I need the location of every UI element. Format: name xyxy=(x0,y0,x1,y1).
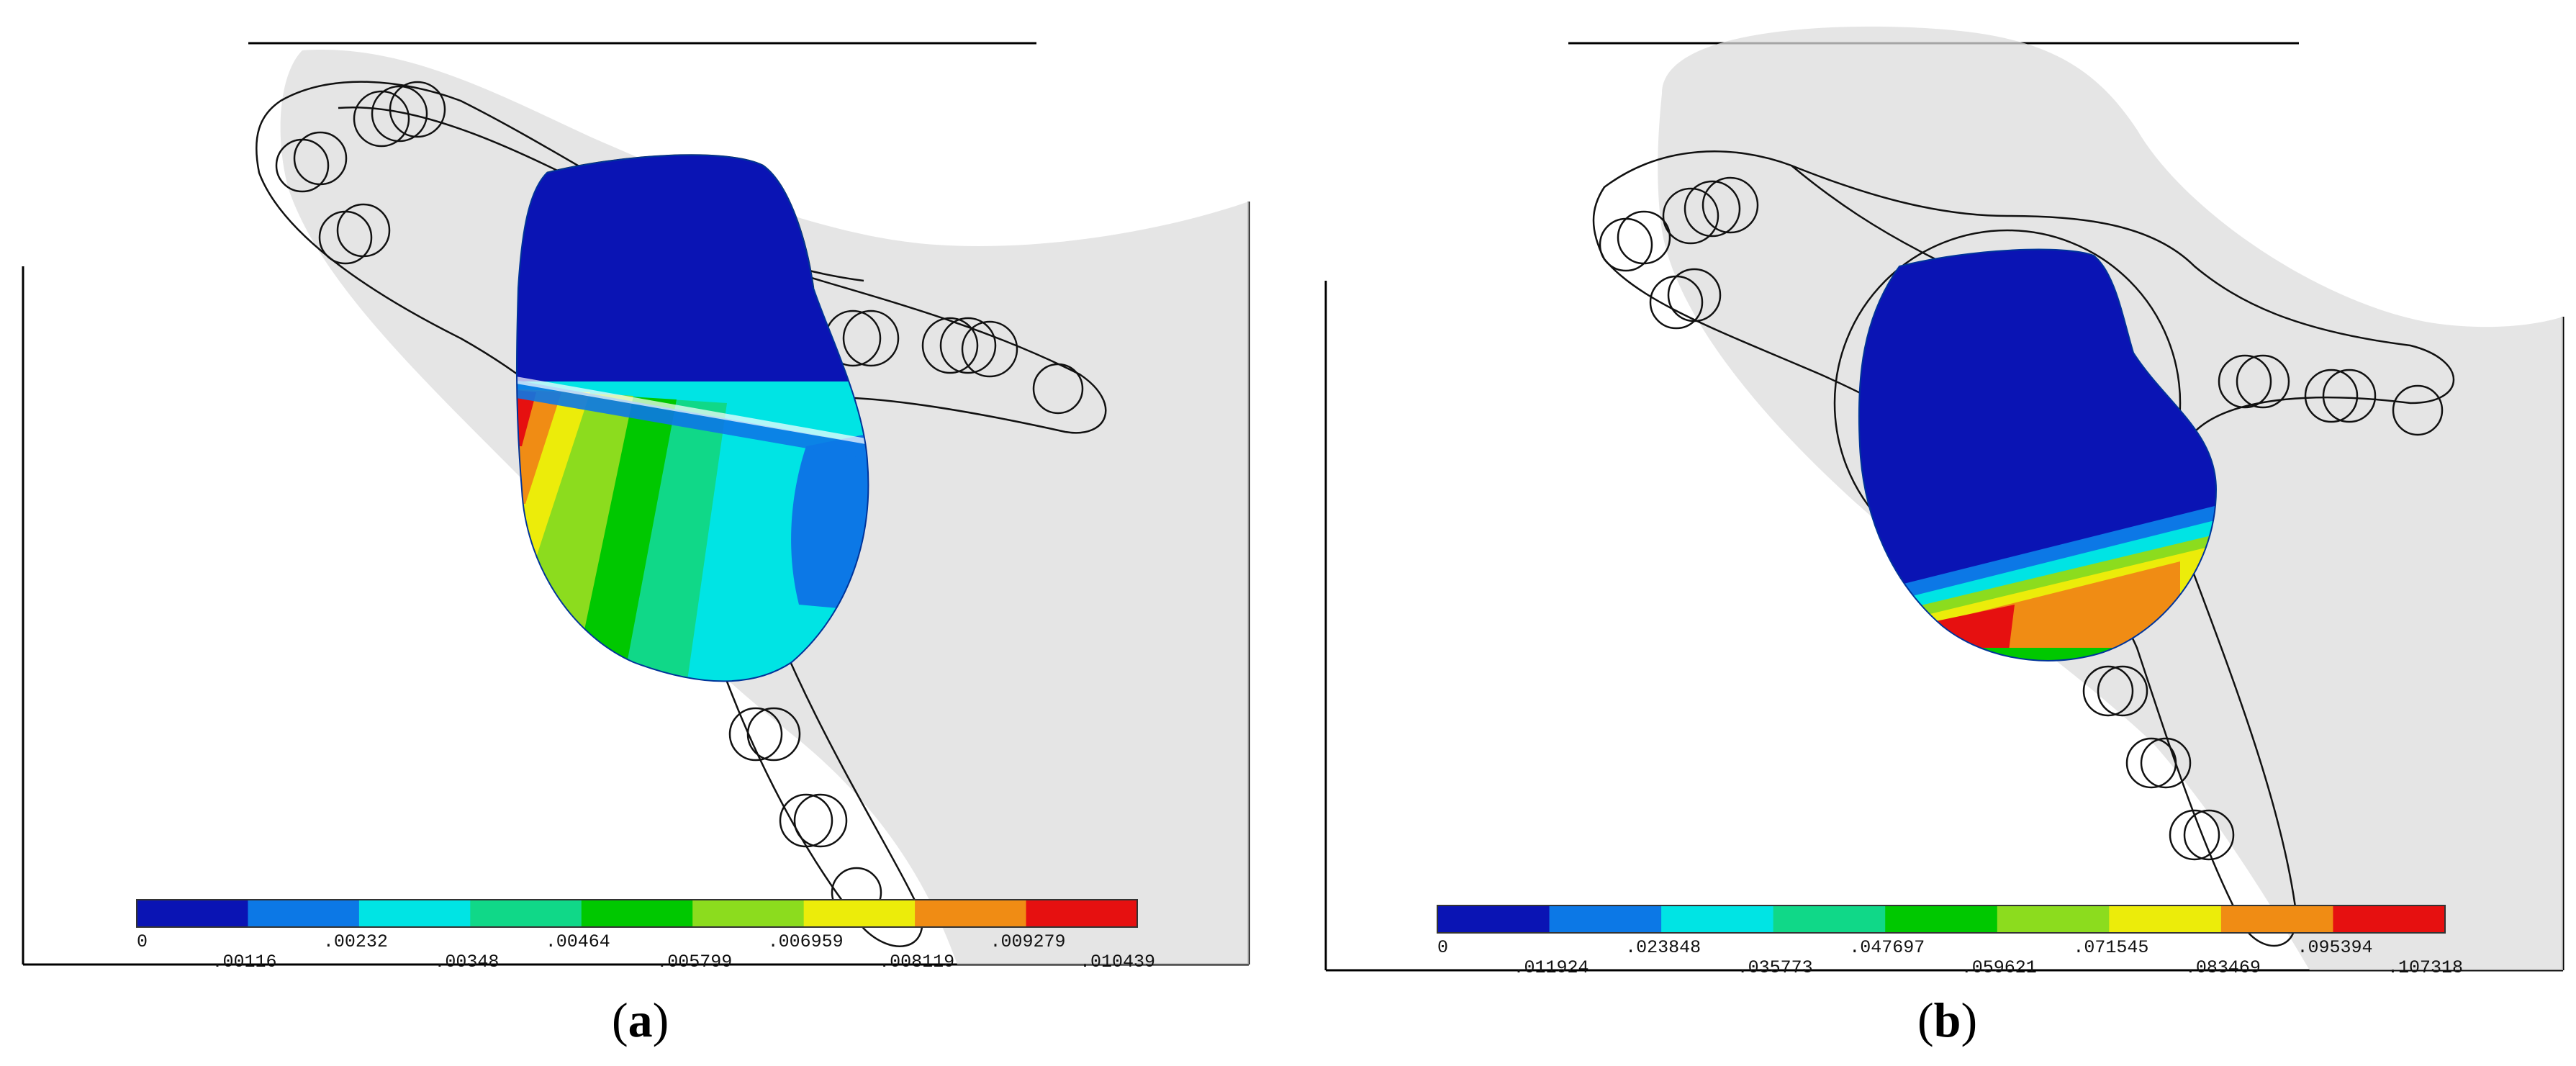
colorbar-swatch xyxy=(358,900,471,927)
colorbar-swatch xyxy=(581,900,693,927)
colorbar-tick-label: .00348 xyxy=(434,952,500,972)
colorbar-tick-label: 0 xyxy=(137,931,148,952)
colorbar-swatch xyxy=(1437,905,1550,933)
contour-boundary xyxy=(1858,248,2218,661)
colorbar-tick-label: .009279 xyxy=(990,931,1066,952)
colorbar-swatch xyxy=(2109,905,2222,933)
colorbar-tick-label: .035773 xyxy=(1737,957,1813,978)
colorbar-frame xyxy=(136,899,1138,928)
colorbar-tick-label: .00232 xyxy=(322,931,388,952)
colorbar-swatch xyxy=(1885,905,1998,933)
colorbar-b xyxy=(1437,905,2446,934)
colorbar-swatch xyxy=(692,900,805,927)
fem-contour-plot-b xyxy=(1324,26,2564,972)
colorbar-swatch xyxy=(248,900,360,927)
colorbar-tick-label: .006959 xyxy=(767,931,844,952)
colorbar-tick-label: .107318 xyxy=(2387,957,2464,978)
panel-a: 0 .00116 .00232 .00348 .00464 .005799 .006959.… xyxy=(22,42,1250,1047)
panel-b: 0 .011924 .023848 .035773 .047697 .059621 .071… xyxy=(1288,0,2576,1066)
colorbar-swatch xyxy=(1026,900,1138,927)
colorbar-swatch xyxy=(1549,905,1662,933)
colorbar-swatch xyxy=(1997,905,2110,933)
colorbar-swatch xyxy=(1773,905,1886,933)
colorbar-tick-label: .011924 xyxy=(1513,957,1589,978)
panel-caption-b: (b) xyxy=(1917,993,1978,1047)
colorbar-tick-label: .071545 xyxy=(2073,937,2149,958)
colorbar-tick-label: .008119 xyxy=(879,952,955,972)
contour-boundary xyxy=(515,154,869,682)
colorbar-tick-label: .010439 xyxy=(1080,952,1156,972)
colorbar-a xyxy=(136,899,1138,928)
colorbar-swatch xyxy=(915,900,1027,927)
colorbar-swatch xyxy=(2333,905,2446,933)
fem-contour-plot-a xyxy=(22,42,1250,966)
colorbar-tick-label: .047697 xyxy=(1849,937,1925,958)
panel-caption-a: (a) xyxy=(612,993,669,1047)
colorbar-tick-label: .095394 xyxy=(2297,937,2373,958)
colorbar-swatch xyxy=(137,900,248,927)
colorbar-swatch xyxy=(470,900,582,927)
colorbar-swatch xyxy=(803,900,916,927)
colorbar-tick-label: .059621 xyxy=(1961,957,2037,978)
colorbar-tick-label: 0 xyxy=(1437,937,1449,958)
colorbar-tick-label: .083469 xyxy=(2184,957,2261,978)
colorbar-swatch xyxy=(2220,905,2333,933)
colorbar-frame xyxy=(1437,905,2446,934)
colorbar-tick-label: .023848 xyxy=(1625,937,1701,958)
colorbar-tick-label: .00464 xyxy=(545,931,610,952)
colorbar-tick-label: .005799 xyxy=(656,952,733,972)
colorbar-swatch xyxy=(1661,905,1774,933)
colorbar-tick-label: .00116 xyxy=(212,952,277,972)
